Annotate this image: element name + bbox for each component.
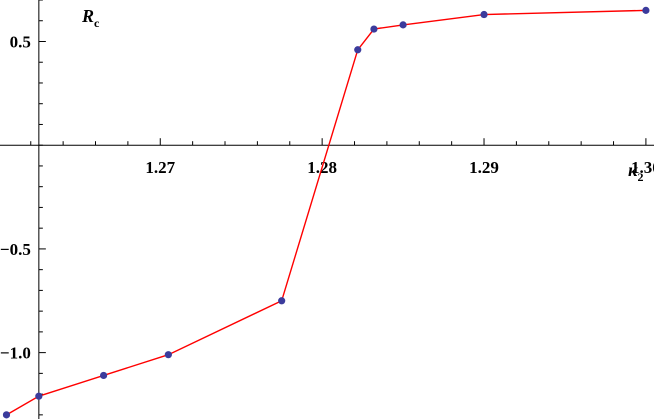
series-line: [6, 9, 646, 416]
data-point: [35, 392, 43, 400]
data-point: [480, 10, 488, 19]
data-point: [278, 297, 286, 305]
y-tick-label: −0.5: [0, 240, 31, 259]
data-point: [399, 21, 407, 29]
y-axis-title-main: R: [81, 6, 94, 26]
data-point: [642, 6, 650, 14]
tick-labels: 1.271.281.291.300.5−0.5−1.0: [0, 32, 654, 362]
data-point: [164, 351, 172, 359]
data-point: [370, 25, 378, 33]
data-point: [2, 411, 11, 419]
x-tick-label: 1.29: [469, 158, 499, 177]
x-tick-label: 1.30: [631, 158, 654, 177]
y-tick-label: 0.5: [10, 32, 31, 51]
y-axis-title: Rc: [81, 6, 100, 30]
x-axis-title-subscript: 2: [638, 170, 644, 184]
y-axis-title-subscript: c: [94, 16, 100, 30]
x-axis-title: κ2: [628, 160, 644, 184]
data-point: [100, 371, 108, 380]
y-tick-label: −1.0: [0, 344, 31, 363]
data-point: [354, 46, 362, 54]
x-tick-label: 1.27: [145, 158, 175, 177]
data-points: [2, 6, 650, 419]
x-axis-title-main: κ: [628, 160, 638, 180]
tick-marks: [30, 0, 647, 416]
